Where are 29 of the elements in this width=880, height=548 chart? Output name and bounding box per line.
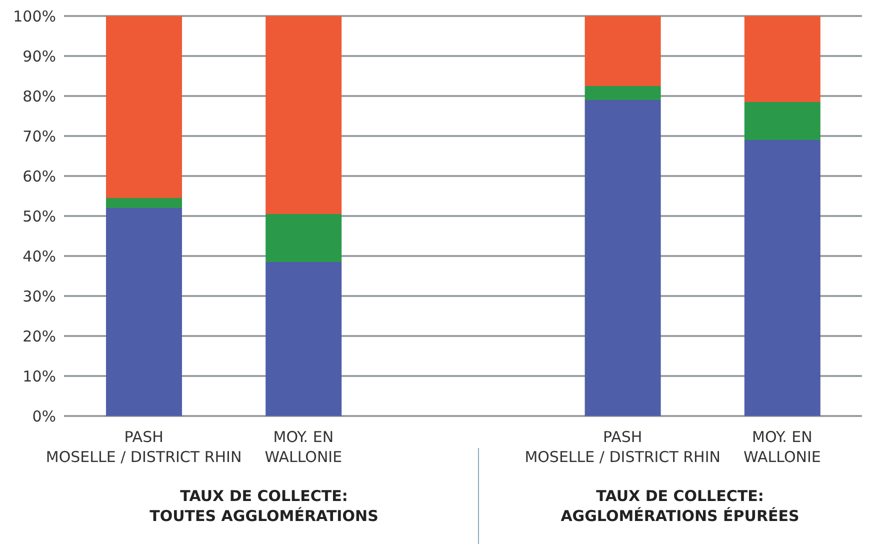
bar [744, 102, 820, 140]
y-tick-label: 20% [22, 327, 56, 346]
y-tick-label: 80% [22, 87, 56, 106]
x-tick-label: PASH MOSELLE / DISTRICT RHIN [46, 428, 242, 466]
y-tick-label: 90% [22, 47, 56, 66]
x-tick-label: PASH MOSELLE / DISTRICT RHIN [524, 428, 720, 466]
y-tick-label: 70% [22, 127, 56, 146]
bar [584, 100, 661, 416]
bar [744, 140, 820, 416]
y-tick-label: 60% [22, 167, 56, 186]
bar [106, 198, 182, 208]
y-tick-label: 40% [22, 247, 56, 266]
y-tick-label: 100% [13, 7, 56, 26]
bar [266, 262, 342, 416]
text: TAUX DE COLLECTE: AGGLOMÉRATIONS ÉPURÉES [560, 486, 800, 526]
bar [266, 214, 342, 262]
x-tick-label: MOY. EN WALLONIE [264, 428, 342, 466]
bar [744, 16, 820, 102]
bar [584, 86, 661, 100]
text: TAUX DE COLLECTE: TOUTES AGGLOMÉRATIONS [148, 486, 380, 526]
y-tick-label: 0% [32, 407, 56, 426]
y-tick-label: 30% [22, 287, 56, 306]
bar [106, 16, 182, 198]
bar [584, 16, 661, 86]
y-tick-label: 50% [22, 207, 56, 226]
bar [266, 16, 342, 214]
bar [106, 208, 182, 416]
y-tick-label: 10% [22, 367, 56, 386]
x-tick-label: MOY. EN WALLONIE [744, 428, 821, 466]
